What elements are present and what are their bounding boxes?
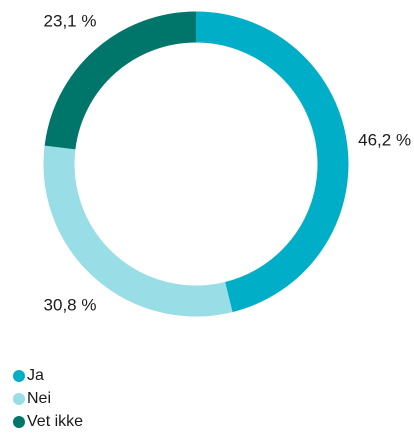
legend-item-vet-ikke: Vet ikke	[13, 410, 83, 433]
donut-chart: 46,2 % 30,8 % 23,1 %	[43, 11, 411, 317]
chart-legend: Ja Nei Vet ikke	[13, 364, 83, 433]
legend-swatch-nei	[13, 392, 25, 405]
legend-swatch-ja	[13, 369, 25, 382]
data-label-ja: 46,2 %	[358, 131, 411, 150]
legend-item-nei: Nei	[13, 387, 83, 410]
legend-label-ja: Ja	[27, 366, 44, 384]
slice-nei	[43, 145, 233, 317]
legend-label-vet-ikke: Vet ikke	[27, 412, 84, 430]
legend-swatch-vet-ikke	[13, 415, 25, 428]
data-label-nei: 30,8 %	[44, 296, 97, 315]
slice-ja	[195, 11, 349, 313]
data-label-vet-ikke: 23,1 %	[44, 11, 97, 30]
legend-item-ja: Ja	[13, 364, 83, 387]
legend-label-nei: Nei	[27, 389, 52, 407]
slice-vet-ikke	[44, 11, 197, 150]
